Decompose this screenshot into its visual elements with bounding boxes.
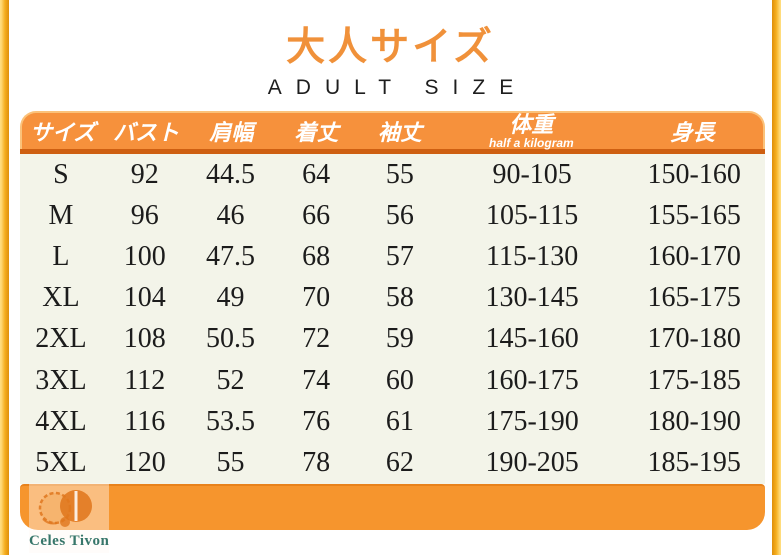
size-table-body: S 92 44.5 64 55 90-105 150-160 M 96 46 66 56 105-115… xyxy=(20,154,765,484)
brand-name: Celes Tivon xyxy=(29,533,110,549)
column-header-weight: 体重 half a kilogram xyxy=(441,111,623,150)
measurement-cell: 66 xyxy=(302,199,331,231)
size-table-header-row: サイズ バスト 肩幅 着丈 袖丈 体重 half a kilogram 身長 xyxy=(20,111,765,149)
measurement-cell: 74 xyxy=(302,364,331,396)
measurement-cell: 78 xyxy=(302,446,331,478)
measurement-cell: 49 xyxy=(216,282,245,314)
measurement-cell: 44.5 xyxy=(205,158,255,190)
measurement-cell: 160-170 xyxy=(647,240,741,272)
measurement-cell: 58 xyxy=(385,282,414,314)
table-footer-bar xyxy=(20,483,765,530)
right-edge-strip xyxy=(772,0,781,555)
measurement-cell: 76 xyxy=(302,405,331,437)
measurement-cell: 59 xyxy=(385,323,414,355)
measurement-cell: 165-175 xyxy=(647,282,741,314)
column-header-weight-sublabel: half a kilogram xyxy=(489,135,574,150)
measurement-cell: 175-190 xyxy=(485,405,579,437)
left-edge-strip xyxy=(0,0,9,555)
measurement-cell: 46 xyxy=(216,199,245,231)
table-row: L 100 47.5 68 57 115-130 160-170 xyxy=(20,236,765,277)
column-header-length: 着丈 xyxy=(294,120,339,145)
measurement-cell: 150-160 xyxy=(647,158,741,190)
size-label-cell: 4XL xyxy=(35,405,87,437)
table-row: 2XL 108 50.5 72 59 145-160 170-180 xyxy=(20,319,765,360)
measurement-cell: 116 xyxy=(124,405,166,437)
size-label-cell: XL xyxy=(42,282,80,314)
measurement-cell: 52 xyxy=(216,364,245,396)
measurement-cell: 104 xyxy=(123,282,166,314)
measurement-cell: 92 xyxy=(130,158,159,190)
column-header-sleeve: 袖丈 xyxy=(377,120,422,145)
measurement-cell: 53.5 xyxy=(205,405,255,437)
measurement-cell: 160-175 xyxy=(485,364,579,396)
measurement-cell: 90-105 xyxy=(492,158,572,190)
measurement-cell: 175-185 xyxy=(647,364,741,396)
measurement-cell: 105-115 xyxy=(486,199,579,231)
measurement-cell: 56 xyxy=(385,199,414,231)
measurement-cell: 108 xyxy=(123,323,166,355)
measurement-cell: 57 xyxy=(385,240,414,272)
header-underline xyxy=(20,149,765,154)
measurement-cell: 60 xyxy=(385,364,414,396)
measurement-cell: 130-145 xyxy=(485,282,579,314)
size-label-cell: 3XL xyxy=(35,364,87,396)
measurement-cell: 145-160 xyxy=(485,323,579,355)
column-header-size: サイズ xyxy=(30,120,96,145)
measurement-cell: 50.5 xyxy=(205,323,255,355)
measurement-cell: 68 xyxy=(302,240,331,272)
size-label-cell: M xyxy=(48,199,74,231)
page-title-english: ADULT SIZE xyxy=(267,76,528,99)
measurement-cell: 47.5 xyxy=(205,240,255,272)
measurement-cell: 61 xyxy=(385,405,414,437)
measurement-cell: 155-165 xyxy=(647,199,741,231)
measurement-cell: 70 xyxy=(302,282,331,314)
measurement-cell: 72 xyxy=(302,323,331,355)
measurement-cell: 64 xyxy=(302,158,331,190)
measurement-cell: 96 xyxy=(130,199,159,231)
measurement-cell: 120 xyxy=(123,446,166,478)
brand-logo-icon xyxy=(35,485,101,536)
column-header-shoulder: 肩幅 xyxy=(209,120,254,145)
measurement-cell: 180-190 xyxy=(647,405,741,437)
measurement-cell: 185-195 xyxy=(647,446,741,478)
table-row: 3XL 112 52 74 60 160-175 175-185 xyxy=(20,360,765,401)
size-table: サイズ バスト 肩幅 着丈 袖丈 体重 half a kilogram 身長 S… xyxy=(20,111,765,530)
brand-watermark: Celes Tivon xyxy=(29,483,109,553)
size-label-cell: 5XL xyxy=(35,446,87,478)
table-row: 5XL 120 55 78 62 190-205 185-195 xyxy=(20,442,765,483)
page-title-japanese: 大人サイズ xyxy=(286,26,495,69)
table-row: 4XL 116 53.5 76 61 175-190 180-190 xyxy=(20,401,765,442)
table-row: S 92 44.5 64 55 90-105 150-160 xyxy=(20,154,765,195)
table-row: XL 104 49 70 58 130-145 165-175 xyxy=(20,278,765,319)
column-header-weight-label: 体重 xyxy=(509,111,554,137)
measurement-cell: 112 xyxy=(124,364,166,396)
size-label-cell: L xyxy=(52,240,70,272)
measurement-cell: 190-205 xyxy=(485,446,579,478)
measurement-cell: 62 xyxy=(385,446,414,478)
table-row: M 96 46 66 56 105-115 155-165 xyxy=(20,195,765,236)
measurement-cell: 55 xyxy=(216,446,245,478)
measurement-cell: 115-130 xyxy=(486,240,579,272)
size-label-cell: 2XL xyxy=(35,323,87,355)
measurement-cell: 100 xyxy=(123,240,166,272)
measurement-cell: 55 xyxy=(385,158,414,190)
measurement-cell: 170-180 xyxy=(647,323,741,355)
size-label-cell: S xyxy=(53,158,69,190)
column-header-bust: バスト xyxy=(113,120,180,145)
column-header-height: 身長 xyxy=(670,120,715,145)
